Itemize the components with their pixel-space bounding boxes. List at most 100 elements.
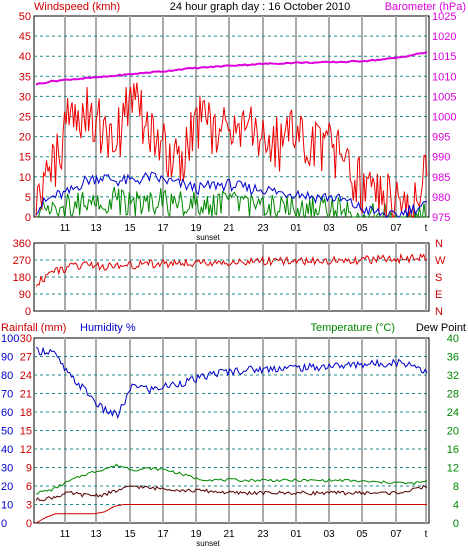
rainfall-tick-3: 21 (20, 389, 32, 401)
compass-tick-1: W (435, 255, 446, 267)
barometer-tick-7: 990 (432, 152, 450, 164)
humidity-title: Humidity % (80, 322, 136, 334)
windspeed-tick-9: 5 (25, 192, 31, 204)
rainfall-tick-6: 12 (20, 444, 32, 456)
humidity-tick-6: 40 (1, 444, 13, 456)
compass-tick-3: E (435, 289, 442, 301)
temperature-tick-8: 8 (453, 481, 459, 493)
rainfall-tick-7: 9 (26, 463, 32, 475)
barometer-tick-9: 980 (432, 192, 450, 204)
humidity-tick-3: 70 (1, 389, 13, 401)
barometer-title: Barometer (hPa) (385, 1, 466, 13)
panel3-hour-label-9: 05 (356, 529, 368, 540)
barometer-tick-8: 985 (432, 172, 450, 184)
wind-barometer-panel: 5045403530252015105010251020101510101005… (19, 11, 457, 234)
panel3-hour-label-8: 03 (323, 529, 335, 540)
panel3-hour-label-2: 15 (124, 529, 136, 540)
humidity-tick-7: 30 (1, 463, 13, 475)
windspeed-tick-0: 50 (19, 11, 31, 23)
humidity-tick-8: 20 (1, 481, 13, 493)
panel1-hour-label-10: 07 (390, 223, 402, 234)
panel1-hour-label-4: 19 (190, 223, 202, 234)
rainfall-tick-9: 3 (26, 500, 32, 512)
humidity-tick-4: 60 (1, 407, 13, 419)
sunset-label-panel3: sunset (196, 539, 220, 548)
direction-tick-0: 360 (13, 238, 31, 250)
windspeed-tick-2: 40 (19, 51, 31, 63)
temperature-tick-9: 4 (453, 500, 459, 512)
rainfall-series (35, 504, 427, 524)
rainfall-tick-10: 0 (26, 518, 32, 530)
temperature-tick-0: 40 (447, 333, 459, 345)
windspeed-tick-3: 35 (19, 71, 31, 83)
dew-point-title: Dew Point (416, 322, 466, 334)
temperature-tick-5: 20 (447, 426, 459, 438)
rainfall-tick-2: 24 (20, 370, 32, 382)
barometer-tick-4: 1005 (432, 91, 456, 103)
direction-tick-3: 90 (19, 289, 31, 301)
panel1-hour-label-7: 01 (290, 223, 302, 234)
humidity-tick-10: 0 (1, 518, 7, 530)
rainfall-tick-8: 6 (26, 481, 32, 493)
direction-tick-4: 0 (25, 306, 31, 318)
panel1-hour-label-5: 21 (223, 223, 235, 234)
temperature-title: Temperature (°C) (311, 322, 395, 334)
humidity-tick-1: 90 (1, 352, 13, 364)
temperature-tick-3: 28 (447, 389, 459, 401)
windspeed-tick-8: 10 (19, 172, 31, 184)
windspeed-tick-7: 15 (19, 152, 31, 164)
humidity-tick-9: 10 (1, 500, 13, 512)
barometer-tick-10: 975 (432, 212, 450, 224)
humidity-series (35, 346, 428, 419)
windspeed-tick-6: 20 (19, 132, 31, 144)
rainfall-tick-4: 18 (20, 407, 32, 419)
panel3-hour-label-11: t (425, 529, 428, 540)
panel1-hour-label-0: 11 (60, 223, 71, 234)
panel3-hour-label-3: 17 (157, 529, 169, 540)
barometer-tick-2: 1015 (432, 51, 456, 63)
panel3-hour-label-1: 13 (90, 529, 102, 540)
panel1-hour-label-6: 23 (257, 223, 269, 234)
panel1-hour-label-3: 17 (157, 223, 169, 234)
panel1-hour-label-9: 05 (356, 223, 368, 234)
temperature-tick-1: 36 (447, 352, 459, 364)
barometer-tick-6: 995 (432, 132, 450, 144)
wind-low-series (36, 186, 427, 219)
temperature-tick-2: 32 (447, 370, 459, 382)
compass-tick-0: N (435, 238, 443, 250)
temperature-tick-6: 16 (447, 444, 459, 456)
wind-gust-series (35, 82, 428, 219)
temperature-tick-10: 0 (453, 518, 459, 530)
windspeed-tick-5: 25 (19, 112, 31, 124)
barometer-tick-3: 1010 (432, 71, 456, 83)
windspeed-tick-10: 0 (25, 212, 31, 224)
panel3-hour-label-6: 23 (257, 529, 269, 540)
panel3-hour-label-7: 01 (290, 529, 302, 540)
windspeed-tick-4: 30 (19, 91, 31, 103)
rainfall-tick-5: 15 (20, 426, 32, 438)
windspeed-tick-1: 45 (19, 31, 31, 43)
wind-average-series (35, 171, 428, 218)
panel1-hour-label-11: t (425, 223, 428, 234)
windspeed-title: Windspeed (kmh) (34, 1, 120, 13)
temperature-series (35, 463, 428, 495)
temperature-tick-7: 12 (447, 463, 459, 475)
compass-tick-2: S (435, 272, 442, 284)
humidity-tick-2: 80 (1, 370, 13, 382)
panel1-hour-label-1: 13 (90, 223, 102, 234)
barometer-series (35, 51, 428, 86)
wind-direction-series (35, 253, 428, 287)
humidity-tick-0: 100 (1, 333, 19, 345)
barometer-tick-5: 1000 (432, 112, 456, 124)
compass-tick-4: N (435, 306, 443, 318)
panel3-hour-label-10: 07 (390, 529, 402, 540)
date-title: 24 hour graph day : 16 October 2010 (170, 1, 350, 13)
rainfall-tick-1: 27 (20, 352, 32, 364)
sunset-label-panel1: sunset (196, 233, 220, 242)
humidity-tick-5: 50 (1, 426, 13, 438)
temperature-tick-4: 24 (447, 407, 459, 419)
dew-point-series (35, 484, 428, 502)
